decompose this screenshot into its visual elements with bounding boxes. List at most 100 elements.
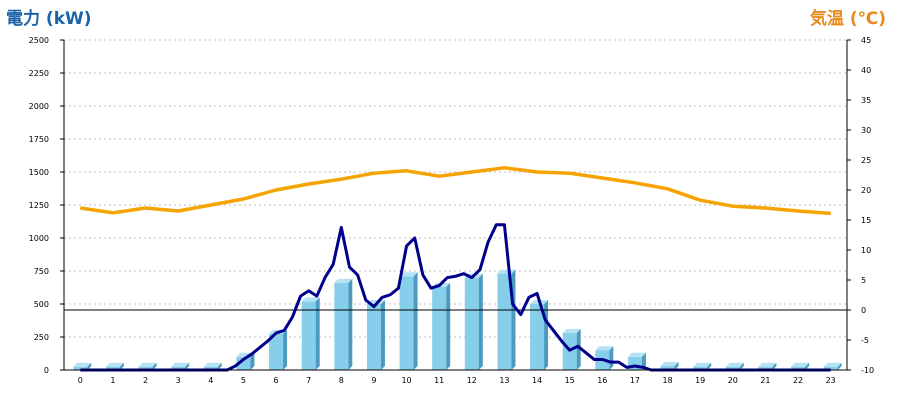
power-bar (399, 276, 414, 370)
right-tick-label: -5 (861, 336, 869, 345)
power-bar-side (446, 282, 451, 370)
right-tick-label: 20 (861, 186, 871, 195)
power-bar-top (660, 362, 679, 367)
power-bar-top (725, 362, 744, 367)
left-tick-label: 1000 (29, 234, 49, 243)
power-bar (138, 366, 153, 370)
power-line (80, 223, 831, 372)
left-tick-label: 250 (34, 333, 49, 342)
x-tick-label: 2 (143, 376, 148, 385)
right-tick-label: 25 (861, 156, 871, 165)
x-tick-label: 19 (695, 376, 705, 385)
power-bar (660, 366, 675, 370)
power-bar-side (185, 362, 190, 370)
power-bar-side (119, 362, 124, 370)
power-bar-side (217, 362, 222, 370)
x-tick-label: 3 (176, 376, 181, 385)
series-lines (80, 166, 831, 372)
right-tick-label: 45 (861, 36, 871, 45)
power-bar-top (562, 329, 581, 334)
power-bar-side (413, 272, 418, 370)
left-tick-label: 1500 (29, 168, 49, 177)
power-bar-top (203, 362, 222, 367)
power-bar-top (627, 352, 646, 357)
x-tick-label: 16 (597, 376, 607, 385)
x-tick-label: 22 (793, 376, 803, 385)
power-bar-side (478, 273, 483, 370)
power-bar-top (105, 362, 124, 367)
power-bar (73, 366, 88, 370)
power-bar-side (674, 362, 679, 370)
x-tick-label: 23 (826, 376, 836, 385)
right-tick-label: 15 (861, 216, 871, 225)
x-tick-label: 13 (499, 376, 509, 385)
power-bar (823, 366, 838, 370)
x-tick-label: 4 (208, 376, 213, 385)
right-tick-label: 0 (861, 306, 866, 315)
power-bar-top (758, 362, 777, 367)
power-bar (171, 366, 186, 370)
power-bar (105, 366, 120, 370)
x-tick-label: 20 (728, 376, 738, 385)
right-tick-label: 5 (861, 276, 866, 285)
power-bar-side (87, 362, 92, 370)
x-tick-label: 9 (371, 376, 376, 385)
right-tick-label: 35 (861, 96, 871, 105)
axes (60, 39, 851, 371)
power-bar (725, 366, 740, 370)
power-bar (693, 366, 708, 370)
power-bar-side (707, 362, 712, 370)
power-bar-top (595, 346, 614, 351)
power-bar (334, 282, 349, 370)
power-bar-side (250, 352, 255, 370)
x-tick-label: 18 (662, 376, 672, 385)
left-tick-label: 2000 (29, 102, 49, 111)
power-bar (269, 333, 284, 370)
power-bar-side (283, 329, 288, 370)
x-tick-label: 14 (532, 376, 542, 385)
power-bar (758, 366, 773, 370)
right-tick-label: -10 (861, 366, 874, 375)
power-bar (497, 273, 512, 370)
power-bar (464, 277, 479, 370)
power-bar-top (334, 278, 353, 283)
power-bar-side (641, 352, 646, 370)
left-tick-label: 750 (34, 267, 49, 276)
power-bar-side (805, 362, 810, 370)
power-bar-top (399, 272, 418, 277)
power-bar-side (837, 362, 842, 370)
tick-labels: 02505007501000125015001750200022502500-1… (29, 36, 874, 385)
power-bar-top (823, 362, 842, 367)
power-bar-side (609, 346, 614, 370)
x-tick-label: 7 (306, 376, 311, 385)
right-axis-title: 気温 (℃) (809, 9, 886, 29)
power-bar-top (497, 269, 516, 274)
power-bar-top (791, 362, 810, 367)
power-bar-side (739, 362, 744, 370)
temperature-line (80, 166, 831, 216)
x-tick-label: 15 (565, 376, 575, 385)
power-bar-side (772, 362, 777, 370)
power-bar-side (576, 329, 581, 370)
x-tick-label: 0 (78, 376, 83, 385)
x-tick-label: 5 (241, 376, 246, 385)
left-tick-label: 2250 (29, 69, 49, 78)
left-tick-label: 0 (44, 366, 49, 375)
power-bar (236, 356, 251, 370)
right-tick-label: 10 (861, 246, 871, 255)
left-tick-label: 1250 (29, 201, 49, 210)
power-bar-side (152, 362, 157, 370)
x-tick-label: 10 (401, 376, 411, 385)
gridlines (64, 39, 847, 338)
power-bar (366, 304, 381, 370)
power-bar-top (301, 297, 320, 302)
power-bar-side (380, 300, 385, 370)
x-tick-label: 1 (110, 376, 115, 385)
power-bar (791, 366, 806, 370)
x-tick-label: 11 (434, 376, 444, 385)
right-tick-label: 30 (861, 126, 871, 135)
left-axis-title: 電力 (kW) (6, 9, 92, 29)
power-bar-side (348, 278, 353, 370)
right-tick-label: 40 (861, 66, 871, 75)
left-tick-label: 500 (34, 300, 49, 309)
